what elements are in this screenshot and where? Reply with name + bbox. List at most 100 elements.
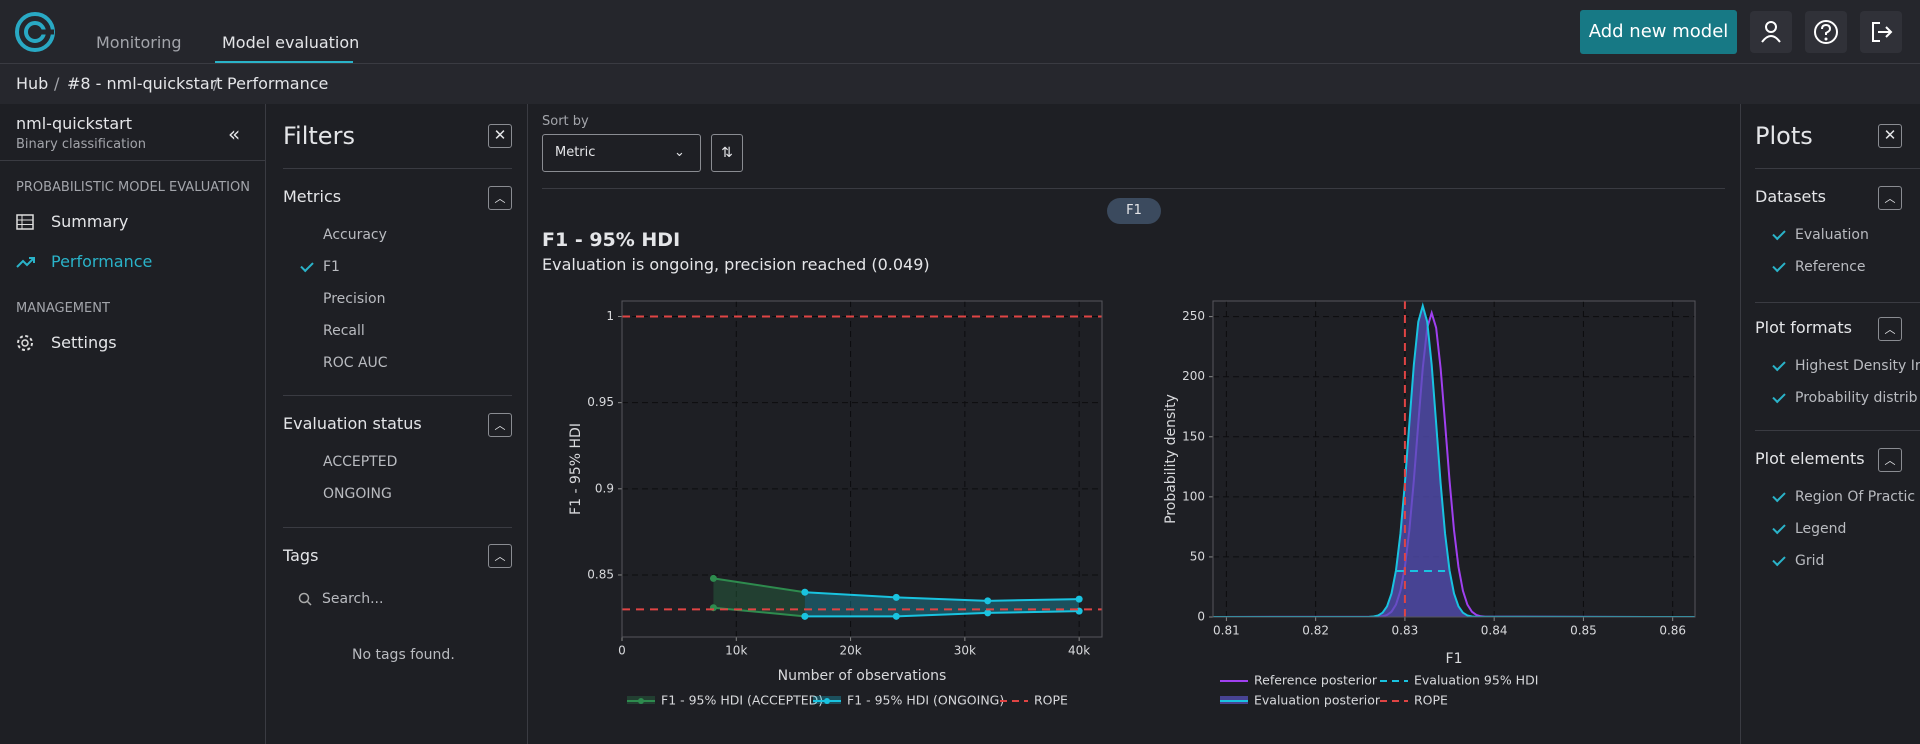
y-tick-label: 150 bbox=[1182, 429, 1205, 443]
breadcrumb[interactable]: #8 - nml-quickstart bbox=[67, 74, 223, 93]
x-tick-label: 0 bbox=[618, 644, 626, 658]
group-title: Plot formats bbox=[1755, 318, 1852, 337]
logo[interactable] bbox=[14, 11, 56, 53]
filter-item[interactable]: ACCEPTED bbox=[323, 454, 398, 470]
metric-chip[interactable]: F1 bbox=[1107, 198, 1161, 224]
y-axis-label: F1 - 95% HDI bbox=[568, 423, 584, 515]
empty-message: No tags found. bbox=[352, 647, 455, 663]
tag-search[interactable]: Search... bbox=[322, 591, 384, 607]
nav-tab[interactable]: Model evaluation bbox=[222, 33, 360, 52]
sort-select[interactable] bbox=[542, 134, 701, 172]
y-tick-label: 0.85 bbox=[587, 567, 614, 581]
sort-value: Metric bbox=[555, 145, 596, 160]
logout-button[interactable] bbox=[1860, 11, 1902, 53]
hdi-line bbox=[804, 610, 1080, 618]
hdi-point bbox=[892, 593, 900, 601]
hdi-line bbox=[713, 606, 805, 618]
x-tick-label: 40k bbox=[1068, 644, 1090, 658]
x-tick-label: 0.84 bbox=[1481, 624, 1508, 638]
hdi-band bbox=[713, 578, 805, 617]
check-icon bbox=[1772, 389, 1786, 404]
legend-label: ROPE bbox=[1034, 693, 1068, 708]
nav-item[interactable]: Summary bbox=[51, 212, 129, 231]
nav-item[interactable]: Settings bbox=[51, 333, 117, 352]
check-icon bbox=[1772, 552, 1786, 567]
filter-item[interactable]: Recall bbox=[323, 323, 365, 339]
plot-frame bbox=[1212, 300, 1696, 618]
legend-label: F1 - 95% HDI (ACCEPTED) bbox=[661, 693, 823, 708]
filter-item[interactable]: Accuracy bbox=[323, 227, 387, 243]
check-icon bbox=[1772, 488, 1786, 503]
hdi-point bbox=[984, 609, 992, 617]
plot-option[interactable]: Legend bbox=[1795, 521, 1847, 537]
plot-option[interactable]: Evaluation bbox=[1795, 227, 1869, 243]
collapse-button[interactable]: ︿ bbox=[1878, 317, 1902, 341]
check-icon bbox=[1772, 357, 1786, 372]
group-title: Datasets bbox=[1755, 187, 1826, 206]
check-icon bbox=[1772, 520, 1786, 535]
breadcrumb[interactable]: Hub bbox=[16, 74, 49, 93]
help-button[interactable] bbox=[1805, 11, 1847, 53]
y-tick-label: 0.9 bbox=[595, 481, 614, 495]
y-tick-label: 0.95 bbox=[587, 395, 614, 409]
sort-order-button[interactable]: ⇅ bbox=[711, 134, 743, 172]
density-area bbox=[1213, 305, 1695, 617]
close-button[interactable]: ✕ bbox=[488, 124, 512, 148]
breadcrumb: Performance bbox=[227, 74, 329, 93]
filter-item[interactable]: Precision bbox=[323, 291, 386, 307]
collapse-button[interactable]: « bbox=[228, 122, 241, 146]
hdi-line bbox=[713, 577, 806, 594]
x-tick-label: 20k bbox=[839, 644, 861, 658]
panel-title: Plots bbox=[1755, 122, 1813, 150]
x-tick-label: 0.85 bbox=[1570, 624, 1597, 638]
collapse-button[interactable]: ︿ bbox=[1878, 448, 1902, 472]
x-axis-label: F1 bbox=[1446, 651, 1463, 667]
collapse-button[interactable]: ︿ bbox=[1878, 186, 1902, 210]
sort-label: Sort by bbox=[542, 114, 589, 129]
add-model-button[interactable]: Add new model bbox=[1580, 10, 1737, 54]
plot-area bbox=[1213, 301, 1695, 617]
y-tick-label: 100 bbox=[1182, 489, 1205, 503]
separator: / bbox=[54, 74, 60, 93]
section-title: PROBABILISTIC MODEL EVALUATION bbox=[16, 180, 250, 195]
plot-option[interactable]: Probability distrib bbox=[1795, 390, 1918, 406]
model-name: nml-quickstart bbox=[16, 114, 133, 133]
plot-option[interactable]: Region Of Practic bbox=[1795, 489, 1916, 505]
plot-option[interactable]: Highest Density Ir bbox=[1795, 358, 1920, 374]
plot-option[interactable]: Grid bbox=[1795, 553, 1825, 569]
filter-item[interactable]: F1 bbox=[323, 259, 340, 275]
breadcrumb-bar bbox=[0, 64, 1920, 104]
collapse-button[interactable]: ︿ bbox=[488, 413, 512, 437]
divider bbox=[283, 527, 512, 528]
user-button[interactable] bbox=[1750, 11, 1792, 53]
hdi-point bbox=[801, 588, 809, 596]
x-tick-label: 0.81 bbox=[1213, 624, 1240, 638]
collapse-button[interactable]: ︿ bbox=[488, 544, 512, 568]
filter-item[interactable]: ONGOING bbox=[323, 486, 392, 502]
group-title: Tags bbox=[283, 546, 319, 565]
plot-option[interactable]: Reference bbox=[1795, 259, 1866, 275]
x-tick-label: 10k bbox=[725, 644, 747, 658]
tab-underline bbox=[215, 61, 353, 63]
y-tick-label: 250 bbox=[1182, 309, 1205, 323]
divider bbox=[1755, 302, 1920, 303]
panel-title: Filters bbox=[283, 122, 355, 150]
nav-tab[interactable]: Monitoring bbox=[96, 33, 182, 52]
density-line bbox=[1213, 309, 1695, 617]
legend-point bbox=[638, 698, 644, 704]
legend-label: Evaluation posterior bbox=[1254, 693, 1381, 708]
hdi-point bbox=[892, 612, 900, 620]
section-title: MANAGEMENT bbox=[16, 301, 110, 316]
legend-label: F1 - 95% HDI (ONGOING) bbox=[847, 693, 1004, 708]
divider bbox=[1740, 104, 1741, 744]
filter-item[interactable]: ROC AUC bbox=[323, 355, 388, 371]
nav-item[interactable]: Performance bbox=[51, 252, 153, 271]
check-icon bbox=[1772, 226, 1786, 241]
table-icon bbox=[16, 214, 34, 230]
collapse-button[interactable]: ︿ bbox=[488, 186, 512, 210]
x-tick-label: 0.83 bbox=[1392, 624, 1419, 638]
hdi-point bbox=[709, 574, 717, 582]
plot-frame bbox=[621, 300, 1103, 638]
close-button[interactable]: ✕ bbox=[1878, 124, 1902, 148]
x-tick-label: 0.82 bbox=[1302, 624, 1329, 638]
